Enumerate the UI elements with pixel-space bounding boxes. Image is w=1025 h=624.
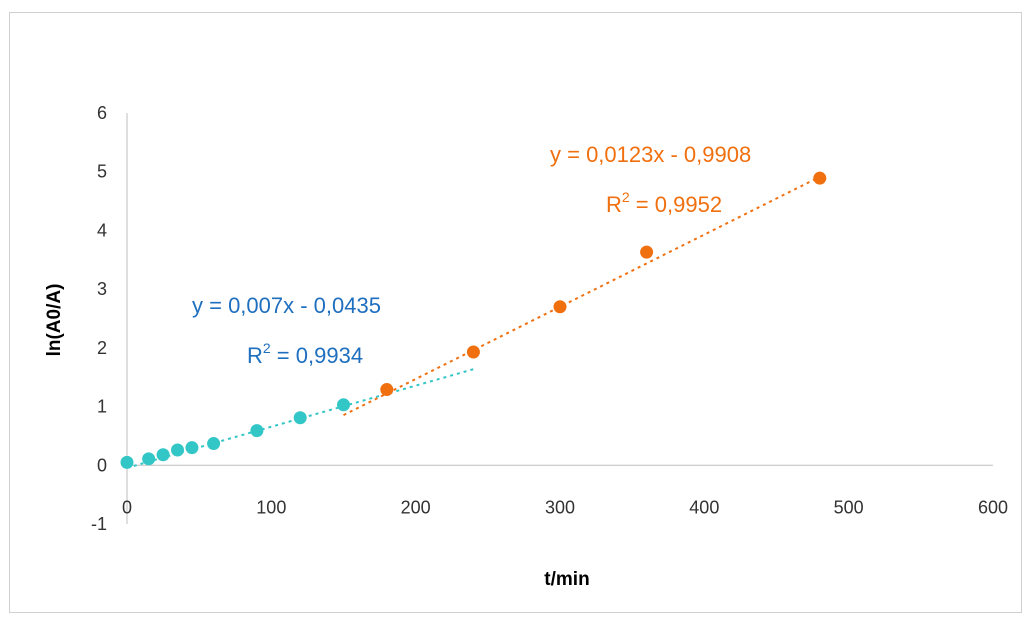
x-tick-label: 500 [834,497,864,517]
chart-border [10,13,1022,613]
trendline-r-squared: R2 = 0,9934 [247,340,363,368]
data-point-series-0 [121,456,134,469]
data-point-series-0 [171,444,184,457]
y-tick-label: 1 [97,397,107,417]
x-tick-label: 200 [401,497,431,517]
x-tick-label: 0 [122,497,132,517]
data-point-series-1 [467,345,480,358]
x-axis-title: t/min [544,569,589,590]
trendline-1 [344,177,820,415]
data-point-series-1 [380,383,393,396]
data-point-series-1 [813,172,826,185]
plot-area: 0 100 200 300 400 500 600 -1 0 1 2 3 4 5 6 y = 0,007x -… [91,103,1008,534]
y-tick-label: 0 [97,455,107,475]
x-tick-label: 300 [545,497,575,517]
data-point-series-0 [142,452,155,465]
y-tick-label: 5 [97,162,107,182]
trendline-equation: y = 0,007x - 0,0435 [192,293,381,318]
y-tick-label: 3 [97,279,107,299]
y-axis-title: ln(A0/A) [44,284,65,357]
data-point-series-0 [337,398,350,411]
x-tick-label: 600 [978,497,1008,517]
data-point-series-0 [207,437,220,450]
trendline-r-squared: R2 = 0,9952 [606,189,722,217]
data-point-series-1 [554,300,567,313]
y-tick-label: 2 [97,338,107,358]
data-point-series-0 [185,441,198,454]
y-tick-label: 4 [97,220,107,240]
data-point-series-0 [157,448,170,461]
y-tick-label: 6 [97,103,107,123]
trendline-equation: y = 0,0123x - 0,9908 [550,142,751,167]
data-point-series-0 [250,424,263,437]
data-point-series-0 [294,411,307,424]
data-point-series-1 [640,246,653,259]
x-tick-label: 400 [689,497,719,517]
y-tick-label: -1 [91,514,107,534]
x-tick-label: 100 [256,497,286,517]
